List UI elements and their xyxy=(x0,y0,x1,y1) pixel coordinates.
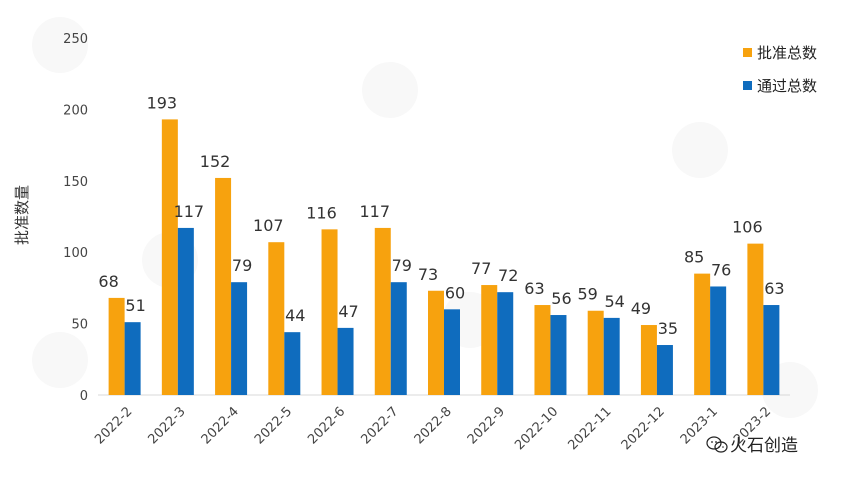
bar-passed xyxy=(656,345,673,395)
legend-label: 通过总数 xyxy=(757,77,817,95)
wechat-icon xyxy=(706,436,728,453)
y-tick-label: 100 xyxy=(63,246,88,261)
y-tick-label: 200 xyxy=(63,103,88,118)
y-tick-label: 250 xyxy=(63,32,88,47)
bar-passed xyxy=(603,317,620,395)
data-label-approved: 107 xyxy=(253,216,284,235)
watermark-badge: 火石创造 xyxy=(706,436,798,456)
bar-approved xyxy=(534,305,551,395)
data-label-approved: 63 xyxy=(524,279,544,298)
legend-swatch xyxy=(743,48,752,57)
x-tick-label: 2022-10 xyxy=(512,404,561,453)
bar-approved xyxy=(640,325,657,395)
data-label-passed: 72 xyxy=(498,266,518,285)
bar-passed xyxy=(710,286,727,395)
y-tick-label: 0 xyxy=(80,389,88,404)
x-tick-label: 2022-2 xyxy=(92,404,135,447)
bar-passed xyxy=(763,305,780,395)
watermark-logo xyxy=(32,17,88,73)
data-label-passed: 56 xyxy=(551,289,571,308)
data-label-approved: 49 xyxy=(631,299,651,318)
bar-approved xyxy=(321,229,338,395)
data-label-passed: 79 xyxy=(232,256,252,275)
x-tick-label: 2022-9 xyxy=(465,404,508,447)
bar-passed xyxy=(177,227,194,395)
data-label-approved: 73 xyxy=(418,265,438,284)
bar-approved xyxy=(215,177,232,395)
watermark-logo xyxy=(32,332,88,388)
bar-passed xyxy=(231,282,248,395)
data-label-approved: 117 xyxy=(359,202,390,221)
bar-passed xyxy=(550,315,567,395)
data-label-approved: 193 xyxy=(147,93,178,112)
bar-approved xyxy=(747,243,764,395)
data-label-passed: 44 xyxy=(285,306,305,325)
watermark-logo xyxy=(672,122,728,178)
x-axis-ticks: 2022-2 2022-3 2022-4 2022-5 2022-6 2022-7 2022… xyxy=(92,404,774,453)
y-axis-label: 批准数量 xyxy=(13,185,31,245)
bar-passed xyxy=(284,332,301,395)
data-label-passed: 63 xyxy=(764,279,784,298)
data-label-passed: 79 xyxy=(392,256,412,275)
bar-approved xyxy=(587,310,604,395)
bar-passed xyxy=(124,322,141,395)
y-tick-label: 150 xyxy=(63,175,88,190)
bar-passed xyxy=(497,292,514,395)
data-label-approved: 68 xyxy=(98,272,118,291)
data-label-passed: 76 xyxy=(711,260,731,279)
data-label-approved: 116 xyxy=(306,203,337,222)
data-label-approved: 77 xyxy=(471,259,491,278)
bars xyxy=(108,119,780,396)
x-tick-label: 2022-7 xyxy=(358,404,401,447)
x-tick-label: 2022-4 xyxy=(199,404,242,447)
x-tick-label: 2022-11 xyxy=(565,404,614,453)
legend-swatch xyxy=(743,81,752,90)
bar-approved xyxy=(161,119,178,396)
bar-approved xyxy=(694,273,711,395)
bar-passed xyxy=(444,309,460,395)
data-label-approved: 85 xyxy=(684,248,704,267)
legend-label: 批准总数 xyxy=(757,44,817,62)
y-tick-label: 50 xyxy=(71,318,88,333)
watermark-logo xyxy=(362,62,418,118)
x-tick-label: 2022-3 xyxy=(146,404,189,447)
bar-approved xyxy=(428,290,444,395)
data-label-passed: 54 xyxy=(605,292,625,311)
data-labels: 68 51 193 117 152 79 107 44 116 47 117 79 73 60 77 72 63… xyxy=(98,93,784,338)
watermark-text: 火石创造 xyxy=(730,436,798,456)
data-label-approved: 152 xyxy=(200,152,231,171)
data-label-passed: 35 xyxy=(658,319,678,338)
y-axis-ticks: 0 50 100 150 200 250 xyxy=(63,32,88,404)
bar-passed xyxy=(337,327,354,395)
x-tick-label: 2022-5 xyxy=(252,404,295,447)
data-label-passed: 60 xyxy=(445,283,465,302)
x-tick-label: 2022-8 xyxy=(412,404,455,447)
x-tick-label: 2022-12 xyxy=(619,404,668,453)
bar-approved xyxy=(268,242,285,395)
bar-approved xyxy=(374,227,391,395)
data-label-passed: 47 xyxy=(338,302,358,321)
x-tick-label: 2022-6 xyxy=(305,404,348,447)
bar-passed xyxy=(390,282,407,395)
bar-approved xyxy=(108,297,125,395)
data-label-approved: 59 xyxy=(578,285,598,304)
bar-approved xyxy=(481,285,498,395)
data-label-approved: 106 xyxy=(732,218,763,237)
data-label-passed: 51 xyxy=(125,296,145,315)
x-tick-label: 2023-1 xyxy=(678,404,721,447)
data-label-passed: 117 xyxy=(174,202,205,221)
